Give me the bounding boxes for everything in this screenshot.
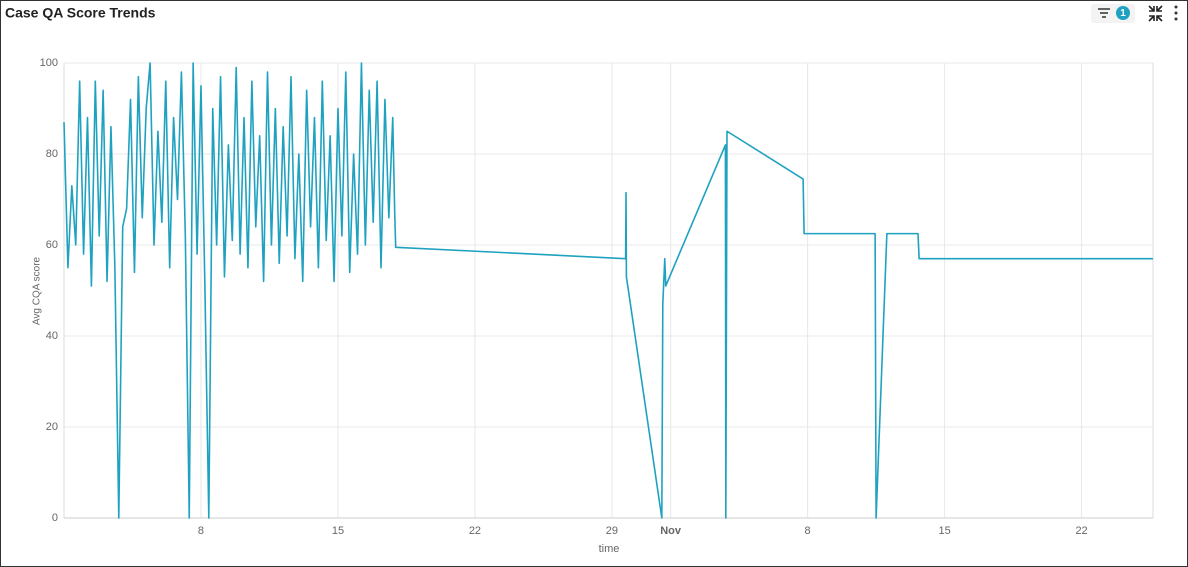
y-axis-label: Avg CQA score [32,256,43,325]
filter-badge[interactable] [1116,6,1130,20]
x-tick-label: 22 [469,525,481,537]
y-tick-label: 0 [52,512,58,524]
x-tick-label: 22 [1075,525,1087,537]
y-tick-label: 100 [40,57,58,69]
menu-dot[interactable] [1174,17,1178,21]
x-tick-label: 8 [198,525,204,537]
y-tick-label: 60 [46,239,58,251]
x-tick-label: 15 [938,525,950,537]
filter-icon[interactable] [1098,8,1110,18]
x-axis-label: time [599,543,620,555]
menu-dot[interactable] [1174,11,1178,15]
x-tick-label: 29 [606,525,618,537]
filter-button[interactable]: 1 [1091,4,1135,23]
expand-icon[interactable] [1148,5,1163,22]
menu-icon[interactable] [1174,5,1178,21]
y-tick-label: 80 [46,148,58,160]
y-tick-label: 40 [46,330,58,342]
x-tick-label: Nov [660,525,682,537]
filter-count[interactable]: 1 [1120,8,1126,19]
x-tick-label: 15 [332,525,344,537]
x-tick-label: 8 [805,525,811,537]
menu-dot[interactable] [1174,5,1178,9]
y-tick-label: 20 [46,421,58,433]
chart-title: Case QA Score Trends [5,5,156,21]
series-line [63,62,1153,519]
